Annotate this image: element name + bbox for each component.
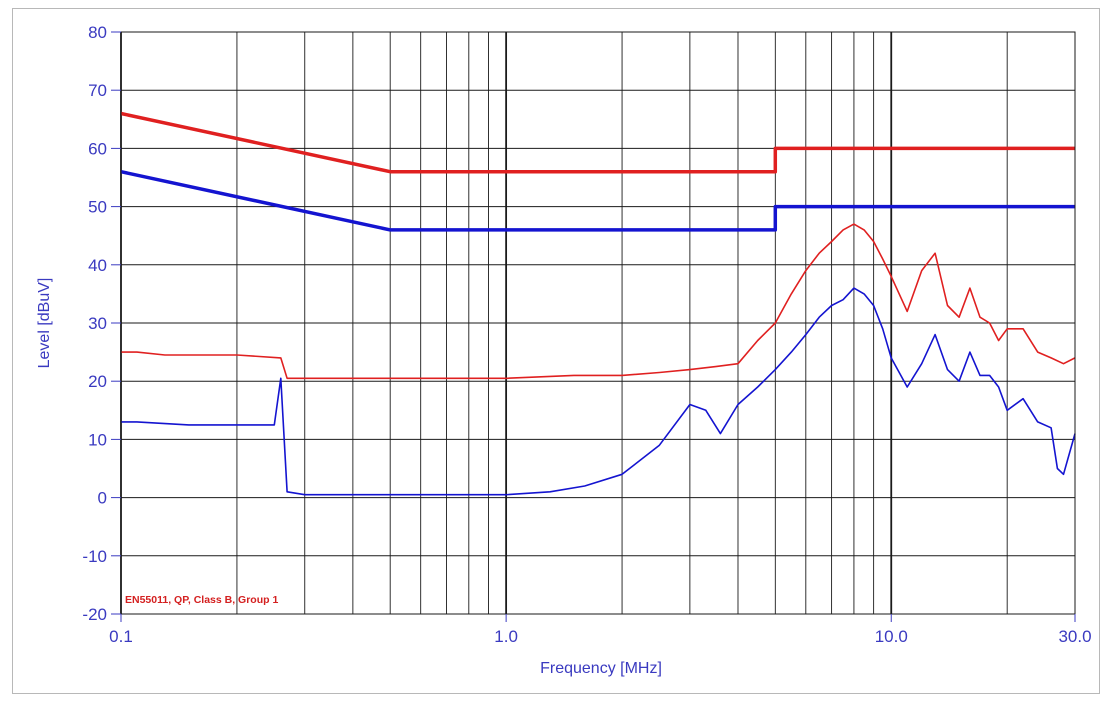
x-tick-label: 1.0 bbox=[494, 627, 518, 646]
x-tick-label: 30.0 bbox=[1058, 627, 1091, 646]
y-tick-label: 40 bbox=[88, 256, 107, 275]
y-tick-label: -20 bbox=[82, 605, 107, 624]
y-tick-label: 50 bbox=[88, 198, 107, 217]
y-tick-label: 20 bbox=[88, 372, 107, 391]
y-tick-label: 80 bbox=[88, 23, 107, 42]
x-axis: 0.1 1.0 10.0 30.0 bbox=[109, 614, 1092, 646]
chart-frame: 80 70 60 50 40 30 20 10 0 -10 -20 0.1 1.0 10.0 30.0 E… bbox=[12, 8, 1100, 694]
series-line-avg-measurement bbox=[121, 287, 1076, 496]
y-tick-label: 0 bbox=[98, 489, 107, 508]
y-tick-label: 30 bbox=[88, 314, 107, 333]
x-tick-label: 0.1 bbox=[109, 627, 133, 646]
y-tick-label: 60 bbox=[88, 139, 107, 158]
y-tick-label: 10 bbox=[88, 430, 107, 449]
y-axis: 80 70 60 50 40 30 20 10 0 -10 -20 bbox=[82, 23, 121, 624]
series-line-qp-limit bbox=[120, 111, 1075, 174]
series-layer bbox=[120, 111, 1076, 496]
series-line-qp-measurement bbox=[121, 223, 1076, 380]
x-tick-label: 10.0 bbox=[875, 627, 908, 646]
emission-chart: 80 70 60 50 40 30 20 10 0 -10 -20 0.1 1.0 10.0 30.0 E… bbox=[36, 23, 1092, 677]
y-axis-title: Level [dBuV] bbox=[36, 278, 53, 369]
x-axis-title: Frequency [MHz] bbox=[540, 660, 662, 677]
annotation-label: EN55011, QP, Class B, Group 1 bbox=[125, 594, 278, 606]
y-tick-label: -10 bbox=[82, 547, 107, 566]
y-tick-label: 70 bbox=[88, 81, 107, 100]
series-line-avg-limit bbox=[120, 169, 1075, 232]
